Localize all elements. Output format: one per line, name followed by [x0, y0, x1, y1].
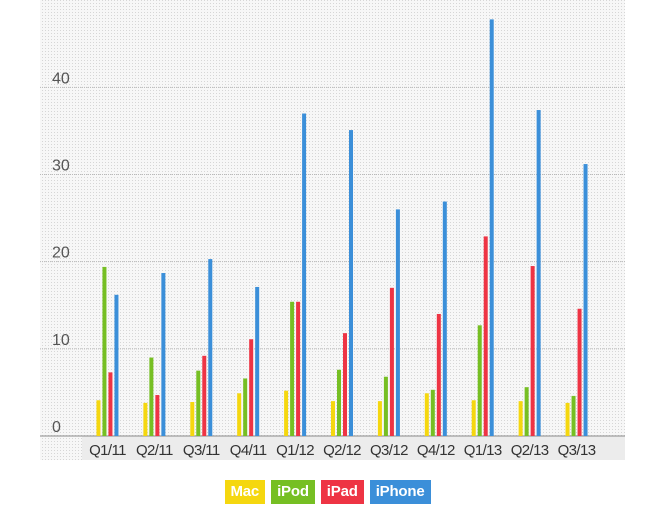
bar-ipad-Q2-11	[155, 395, 160, 436]
x-tick-label: Q2/13	[511, 442, 549, 459]
bar-iphone-Q2-12	[349, 130, 353, 436]
gridlines	[40, 86, 625, 350]
legend-item-ipod: iPod	[271, 480, 315, 504]
bar-ipod-Q3-11	[196, 370, 201, 436]
bar-iphone-Q2-13	[536, 110, 541, 436]
y-tick-label: 30	[52, 158, 70, 175]
y-tick-label: 10	[52, 332, 70, 349]
x-tick-label: Q3/13	[558, 442, 596, 459]
bar-ipod-Q1-13	[477, 325, 482, 436]
legend-item-iphone: iPhone	[369, 480, 431, 504]
bar-mac-Q4-11	[237, 393, 242, 436]
bars	[96, 19, 588, 437]
bar-ipad-Q1-13	[483, 236, 488, 436]
bar-mac-Q1-12	[284, 390, 289, 436]
x-tick-label: Q3/11	[183, 442, 220, 459]
bar-ipad-Q1-11	[108, 372, 113, 436]
bar-iphone-Q3-12	[395, 209, 400, 436]
legend-item-ipad: iPad	[320, 480, 364, 504]
bar-ipod-Q3-12	[383, 376, 388, 436]
bar-mac-Q2-11	[143, 402, 148, 436]
y-tick-labels: 0 10 20 30 40	[52, 70, 70, 436]
x-axis-band	[40, 435, 625, 460]
x-tick-label: Q1/11	[89, 442, 126, 459]
bar-mac-Q1-11	[96, 400, 101, 436]
bar-ipad-Q2-13	[530, 266, 535, 436]
bar-ipod-Q3-13	[571, 395, 576, 436]
bar-mac-Q1-13	[471, 400, 476, 436]
y-tick-label: 0	[52, 419, 61, 436]
bar-mac-Q3-12	[377, 401, 382, 436]
bar-ipod-Q4-12	[430, 389, 435, 436]
bar-iphone-Q4-12	[442, 201, 447, 436]
x-tick-label: Q1/13	[464, 442, 502, 459]
bar-iphone-Q4-11	[255, 286, 260, 436]
legend: Mac iPod iPad iPhone	[0, 480, 655, 504]
bar-ipod-Q4-11	[243, 378, 248, 436]
y-tick-label: 20	[52, 245, 70, 262]
x-tick-label: Q4/11	[230, 442, 267, 459]
bar-ipad-Q3-13	[577, 308, 582, 436]
bar-ipod-Q2-12	[337, 369, 341, 436]
bar-mac-Q3-11	[190, 402, 195, 436]
bar-mac-Q3-13	[565, 402, 570, 436]
bar-iphone-Q1-11	[114, 294, 119, 436]
bar-mac-Q2-13	[518, 401, 523, 436]
bar-ipod-Q2-13	[524, 387, 529, 436]
bar-ipod-Q2-11	[149, 357, 154, 436]
x-axis-background	[82, 436, 625, 460]
chart-plot: 0 10 20 30 40 Q1/11 Q2/11 Q3/11 Q4/11 Q1/12 Q2/12…	[40, 0, 625, 460]
x-tick-label: Q1/12	[276, 442, 314, 459]
bar-ipod-Q1-12	[290, 301, 295, 436]
bar-ipad-Q3-11	[202, 355, 207, 436]
bar-mac-Q2-12	[331, 401, 335, 436]
bar-ipad-Q4-12	[436, 313, 441, 436]
x-tick-labels: Q1/11 Q2/11 Q3/11 Q4/11 Q1/12 Q2/12 Q3/12 Q4/12…	[89, 442, 596, 459]
plot-background	[40, 0, 625, 460]
bar-iphone-Q1-13	[489, 19, 494, 437]
legend-item-mac: Mac	[224, 480, 266, 504]
bar-iphone-Q1-12	[302, 113, 307, 436]
bar-iphone-Q3-11	[208, 259, 213, 436]
x-tick-label: Q3/12	[370, 442, 408, 459]
y-tick-label: 40	[52, 70, 70, 87]
bar-ipad-Q1-12	[296, 301, 301, 436]
x-tick-label: Q2/12	[323, 442, 361, 459]
bar-iphone-Q3-13	[583, 164, 588, 436]
bar-mac-Q4-12	[424, 393, 429, 436]
x-tick-label: Q4/12	[417, 442, 455, 459]
bar-iphone-Q2-11	[161, 273, 166, 436]
bar-ipad-Q4-11	[249, 339, 254, 436]
x-tick-label: Q2/11	[136, 442, 173, 459]
bar-ipod-Q1-11	[102, 266, 107, 436]
bar-ipad-Q3-12	[389, 287, 394, 436]
bar-ipad-Q2-12	[343, 333, 347, 436]
